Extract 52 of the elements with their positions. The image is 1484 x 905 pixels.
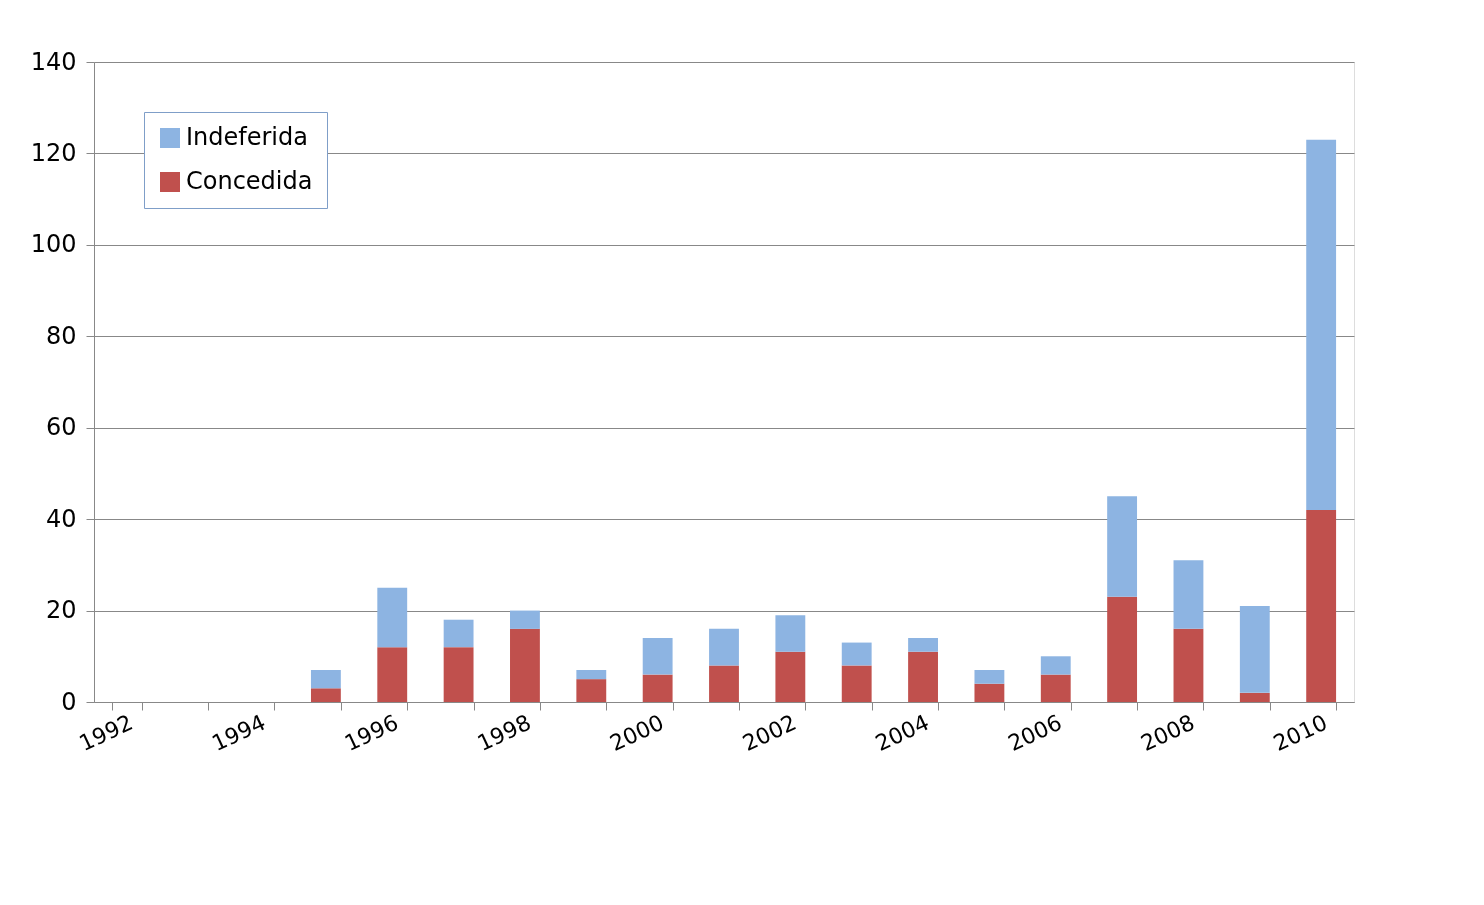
bar xyxy=(841,642,872,666)
bar xyxy=(377,647,408,702)
x-tick-label: 2004 xyxy=(871,709,933,757)
bar xyxy=(1306,510,1337,702)
y-tick-label: 120 xyxy=(30,138,77,167)
bar xyxy=(908,651,938,702)
bar xyxy=(443,647,474,702)
bar xyxy=(1107,596,1138,702)
bar xyxy=(1173,560,1204,629)
x-tick-label: 2010 xyxy=(1269,709,1331,757)
x-tick-label: 1996 xyxy=(340,709,403,757)
bar xyxy=(908,638,938,652)
x-tick-label: 1992 xyxy=(75,709,137,757)
bar xyxy=(974,670,1005,684)
bar xyxy=(1107,496,1138,597)
x-tick-label: 2006 xyxy=(1004,709,1066,757)
bar xyxy=(642,674,673,702)
bar xyxy=(1173,628,1204,702)
bar xyxy=(1239,606,1270,693)
y-tick-label: 140 xyxy=(30,47,77,76)
bar xyxy=(443,619,474,648)
legend-label: Indeferida xyxy=(186,123,308,151)
bar xyxy=(841,665,872,702)
bar xyxy=(576,679,607,702)
bar xyxy=(1040,674,1071,702)
x-tick-label: 2000 xyxy=(606,709,668,757)
bar xyxy=(709,628,739,666)
bar xyxy=(310,670,341,689)
legend-label: Concedida xyxy=(186,167,313,195)
y-tick-label: 0 xyxy=(61,687,77,716)
x-tick-label: 1994 xyxy=(208,709,270,757)
bar xyxy=(642,638,673,675)
x-tick-label: 1998 xyxy=(473,709,535,757)
y-tick-label: 80 xyxy=(45,321,77,350)
bar xyxy=(377,587,408,648)
x-tick-label: 2008 xyxy=(1136,709,1199,757)
bar xyxy=(775,651,806,702)
y-tick-label: 40 xyxy=(45,504,77,533)
y-tick-label: 60 xyxy=(45,413,77,442)
bar xyxy=(1040,656,1071,675)
bar xyxy=(1306,139,1337,510)
bar xyxy=(775,615,806,652)
bar xyxy=(510,628,540,702)
x-tick-label: 2002 xyxy=(738,709,801,757)
bar xyxy=(310,688,341,702)
y-tick-label: 20 xyxy=(45,596,77,625)
bar xyxy=(974,683,1005,702)
bar xyxy=(709,665,739,702)
bar xyxy=(510,610,540,629)
y-tick-label: 100 xyxy=(30,230,77,259)
bar xyxy=(576,670,607,680)
bar xyxy=(1239,692,1270,702)
